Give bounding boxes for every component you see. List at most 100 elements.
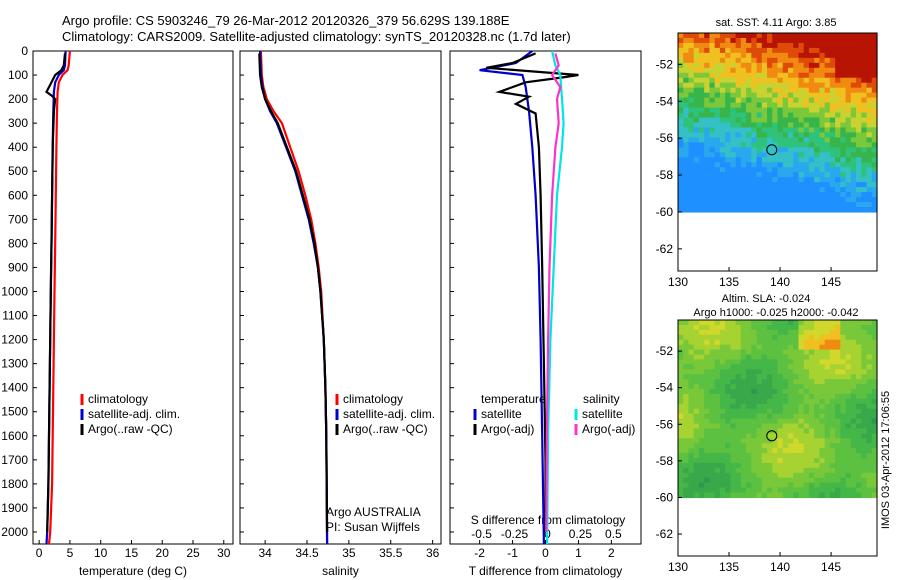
heat-cell bbox=[698, 334, 705, 341]
heat-cell bbox=[761, 423, 768, 430]
heat-cell bbox=[803, 393, 810, 400]
heat-cell bbox=[824, 152, 831, 158]
heat-cell bbox=[798, 197, 805, 203]
heat-cell bbox=[714, 354, 721, 361]
annotation-text: PI: Susan Wijffels bbox=[326, 520, 420, 534]
heat-cell bbox=[829, 167, 836, 173]
heat-cell bbox=[772, 462, 779, 469]
heat-cell bbox=[693, 167, 700, 173]
heat-cell bbox=[761, 192, 768, 198]
heat-cell bbox=[861, 152, 868, 158]
heat-cell bbox=[730, 37, 737, 44]
series-line-sat bbox=[479, 50, 545, 545]
heat-cell bbox=[814, 197, 820, 203]
heat-cell bbox=[725, 413, 731, 420]
heat-cell bbox=[688, 403, 695, 410]
heat-cell bbox=[793, 102, 800, 109]
heat-cell bbox=[819, 403, 826, 410]
heat-cell bbox=[793, 408, 800, 415]
heat-cell bbox=[866, 354, 873, 361]
heat-cell bbox=[709, 197, 716, 203]
heat-cell bbox=[772, 57, 779, 64]
heat-cell bbox=[856, 482, 862, 489]
heat-cell bbox=[808, 162, 815, 168]
heat-cell bbox=[719, 67, 726, 74]
heat-cell bbox=[777, 487, 784, 494]
heat-cell bbox=[850, 329, 857, 336]
heat-cell bbox=[751, 349, 758, 356]
heat-cell bbox=[856, 87, 862, 94]
heat-cell bbox=[678, 393, 684, 400]
heat-cell bbox=[808, 339, 815, 346]
heat-cell bbox=[746, 339, 752, 346]
heat-cell bbox=[808, 117, 815, 124]
heat-cell bbox=[767, 57, 773, 64]
x-tick-label: 5 bbox=[67, 546, 74, 560]
heat-cell bbox=[693, 364, 700, 370]
heat-cell bbox=[777, 384, 784, 390]
heat-cell bbox=[751, 92, 758, 99]
x-tick-label: 130 bbox=[668, 275, 688, 289]
heat-cell bbox=[725, 344, 731, 351]
heat-cell bbox=[871, 152, 878, 158]
heat-cell bbox=[725, 433, 731, 439]
heat-cell bbox=[814, 62, 820, 69]
heat-cell bbox=[861, 57, 868, 64]
heat-cell bbox=[861, 137, 868, 143]
heat-cell bbox=[725, 147, 731, 153]
heat-cell bbox=[861, 97, 868, 104]
heat-cell bbox=[698, 112, 705, 119]
heat-cell bbox=[698, 443, 705, 449]
heat-cell bbox=[767, 374, 773, 380]
heat-cell bbox=[725, 379, 731, 385]
heat-cell bbox=[714, 187, 721, 193]
heat-cell bbox=[735, 448, 742, 454]
heat-cell bbox=[835, 72, 841, 79]
heat-cell bbox=[871, 87, 878, 94]
heat-cell bbox=[793, 320, 800, 326]
heat-cell bbox=[725, 132, 731, 138]
heat-cell bbox=[782, 320, 789, 326]
heat-cell bbox=[767, 379, 773, 385]
heat-cell bbox=[714, 393, 721, 400]
heat-cell bbox=[740, 403, 747, 410]
heat-cell bbox=[866, 438, 873, 444]
heat-cell bbox=[845, 72, 852, 79]
heat-cell bbox=[709, 167, 716, 173]
heat-cell bbox=[793, 334, 800, 341]
heat-cell bbox=[767, 172, 773, 178]
heat-cell bbox=[819, 389, 826, 395]
heat-cell bbox=[730, 384, 737, 390]
heat-cell bbox=[751, 157, 758, 163]
heat-cell bbox=[751, 428, 758, 434]
heat-cell bbox=[683, 448, 690, 454]
heat-cell bbox=[777, 167, 784, 173]
heat-cell bbox=[698, 339, 705, 346]
series-line-argo bbox=[45, 53, 67, 533]
heat-cell bbox=[803, 482, 810, 489]
heat-cell bbox=[730, 453, 737, 459]
heat-cell bbox=[808, 403, 815, 410]
heat-cell bbox=[683, 334, 690, 341]
heat-cell bbox=[856, 487, 862, 494]
heat-cell bbox=[793, 458, 800, 464]
heat-cell bbox=[803, 122, 810, 129]
heat-cell bbox=[829, 462, 836, 469]
heat-cell bbox=[861, 72, 868, 79]
heat-cell bbox=[814, 462, 820, 469]
heat-cell bbox=[704, 62, 711, 69]
heat-cell bbox=[693, 458, 700, 464]
heat-cell bbox=[793, 132, 800, 138]
heat-cell bbox=[803, 438, 810, 444]
heat-cell bbox=[767, 42, 773, 49]
heat-cell bbox=[767, 364, 773, 370]
x-tick-label: 35.5 bbox=[379, 546, 403, 560]
heat-cell bbox=[866, 152, 873, 158]
heat-cell bbox=[829, 187, 836, 193]
heat-cell bbox=[803, 403, 810, 410]
heat-cell bbox=[767, 72, 773, 79]
heat-cell bbox=[871, 162, 878, 168]
heat-cell bbox=[772, 206, 779, 213]
heat-cell bbox=[683, 87, 690, 94]
heat-cell bbox=[777, 472, 784, 479]
